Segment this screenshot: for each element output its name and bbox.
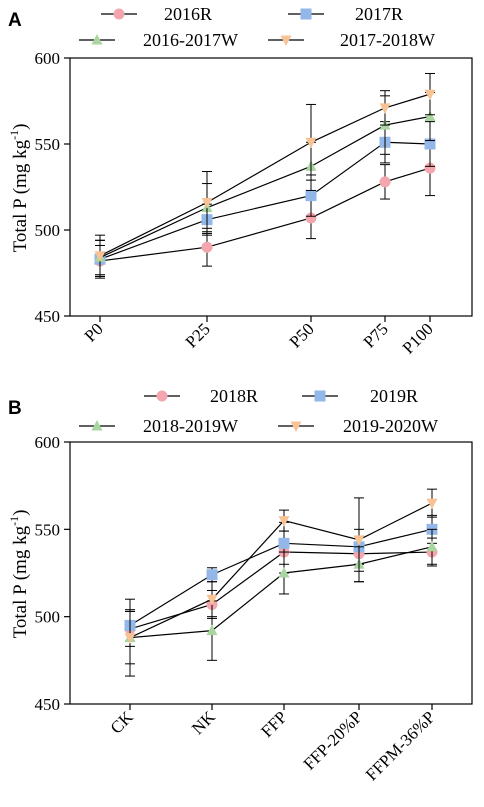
legend-label: 2019-2020W [343,416,438,436]
y-tick-label: 550 [35,520,61,539]
legend-item: 2019R [302,386,418,406]
y-tick-label: 500 [35,608,61,627]
legend-item: 2016R [101,4,212,24]
legend-marker [91,420,103,431]
series-line [129,502,433,639]
data-point [305,137,317,149]
x-tick-label: P25 [182,319,214,351]
data-point [124,633,136,644]
data-point [94,251,106,262]
legend-item: 2017-2018W [268,30,435,50]
x-tick-label: FFP [257,707,290,740]
y-tick-label: 600 [35,433,61,452]
plot-frame [69,57,473,317]
x-tick-label: P0 [81,319,107,345]
data-point [424,138,436,150]
x-tick-label: FFPM-36%P [362,707,439,784]
data-point [278,567,290,578]
x-tick-label: NK [188,707,219,738]
legend-label: 2018R [210,386,258,406]
y-axis-title: Total P (mg kg-1) [7,510,31,639]
y-tick-label: 600 [35,49,61,68]
data-point [278,516,290,527]
data-point [424,162,436,174]
legend-label: 2016R [164,4,212,24]
legend-label: 2017-2018W [340,30,435,50]
data-point [353,535,365,546]
panel-letter: B [8,398,22,419]
y-tick-label: 550 [35,135,61,154]
data-point [305,190,317,202]
series-2019R [124,514,438,642]
plot-frame [69,441,473,705]
legend-item: 2016-2017W [79,30,238,50]
legend-label: 2018-2019W [143,416,238,436]
series-line [99,141,431,260]
legend-label: 2016-2017W [143,30,238,50]
x-tick-label: P100 [399,319,437,357]
legend-marker [91,34,103,45]
x-tick-label: CK [107,707,138,738]
x-tick-label: P75 [360,319,392,351]
panel-letter: A [8,10,22,31]
series-2019-2020W [124,488,438,665]
series-line [99,93,431,257]
y-tick-label: 500 [35,221,61,240]
series-2016R [94,140,436,277]
legend: 2016R 2017R 2016-2017W 2017-2018W [79,4,435,50]
legend-label: 2017R [355,4,403,24]
legend-item: 2018-2019W [79,416,238,436]
data-point [424,89,436,101]
x-tick-label: FFP-20%P [300,707,366,773]
legend-marker [300,8,312,20]
legend-item: 2019-2020W [278,416,438,436]
legend-marker [280,35,292,46]
y-axis-title: Total P (mg kg-1) [7,124,31,253]
x-tick-label: P50 [286,319,318,351]
data-point [206,594,218,606]
data-point [424,110,436,121]
data-point [201,197,213,209]
data-point [278,537,290,549]
legend-label: 2019R [370,386,418,406]
data-point [379,176,391,188]
data-point [379,103,391,114]
legend-marker [314,390,326,402]
data-point [201,241,213,253]
y-tick-label: 450 [35,695,61,714]
y-tick-label: 450 [35,307,61,326]
data-point [206,569,218,581]
legend-marker [156,390,168,402]
legend-item: 2017R [288,4,403,24]
data-point [426,498,438,510]
series-line [129,546,433,639]
series-2017-2018W [94,72,436,277]
legend-marker [290,421,302,432]
legend: 2018R 2019R 2018-2019W 2019-2020W [79,386,438,436]
legend-marker [113,8,125,20]
legend-item: 2018R [144,386,258,406]
panel-a: A 450 500 550 600 P0 P25 P50 P75 P100 Total P (mg … [7,4,473,358]
data-point [305,212,317,224]
series-line [129,551,433,630]
data-point [206,624,218,636]
data-point [426,540,438,552]
